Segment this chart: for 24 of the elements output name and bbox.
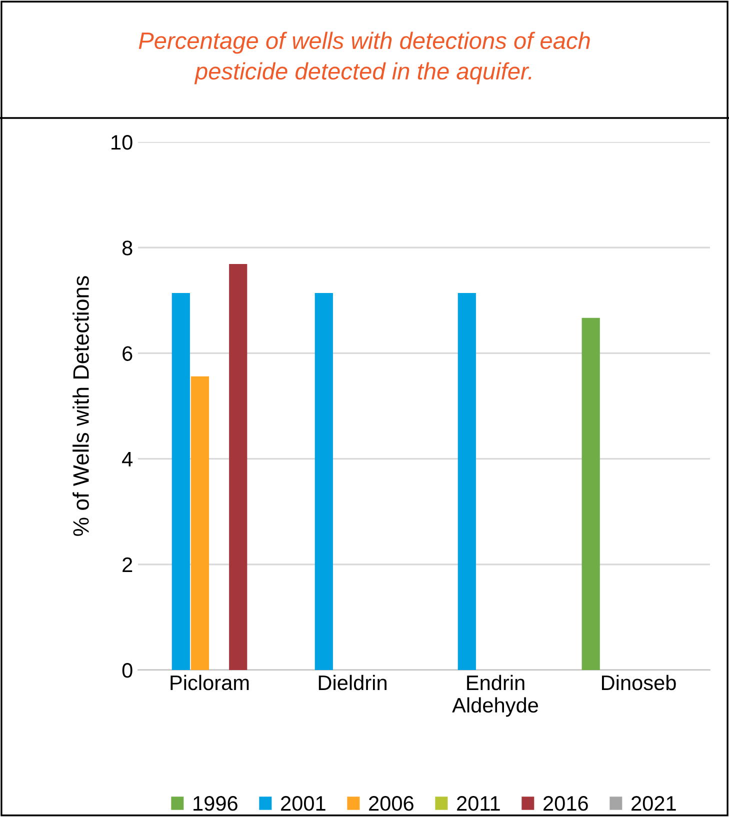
bar: [458, 293, 476, 670]
x-tick-label: Endrin Aldehyde: [452, 674, 538, 717]
bar: [172, 293, 190, 670]
legend-label: 1996: [194, 796, 238, 811]
legend-label: 2011: [457, 796, 500, 811]
x-tick-label: Dieldrin: [318, 674, 386, 690]
x-tick-label: Dinoseb: [602, 674, 676, 690]
y-tick-label: 10: [112, 135, 132, 150]
y-tick-label: 4: [122, 452, 133, 466]
y-axis-title: % of Wells with Detections: [72, 276, 89, 536]
bar: [229, 264, 248, 670]
legend-label: 2021: [632, 796, 676, 811]
bar: [190, 376, 210, 670]
legend-label: 2016: [544, 796, 588, 811]
y-tick-label: 8: [122, 240, 132, 256]
legend-label: 2001: [281, 796, 326, 811]
y-tick-label: 2: [122, 557, 132, 572]
y-tick-label: 0: [122, 663, 132, 678]
y-tick-label: 6: [122, 346, 132, 361]
legend-label: 2006: [369, 796, 414, 811]
chart-title: Percentage of wells with detections of each pesticide detected in the aquifer.: [138, 32, 590, 84]
x-tick-label: Picloram: [170, 674, 249, 690]
bar: [582, 318, 600, 670]
bar: [314, 293, 333, 670]
